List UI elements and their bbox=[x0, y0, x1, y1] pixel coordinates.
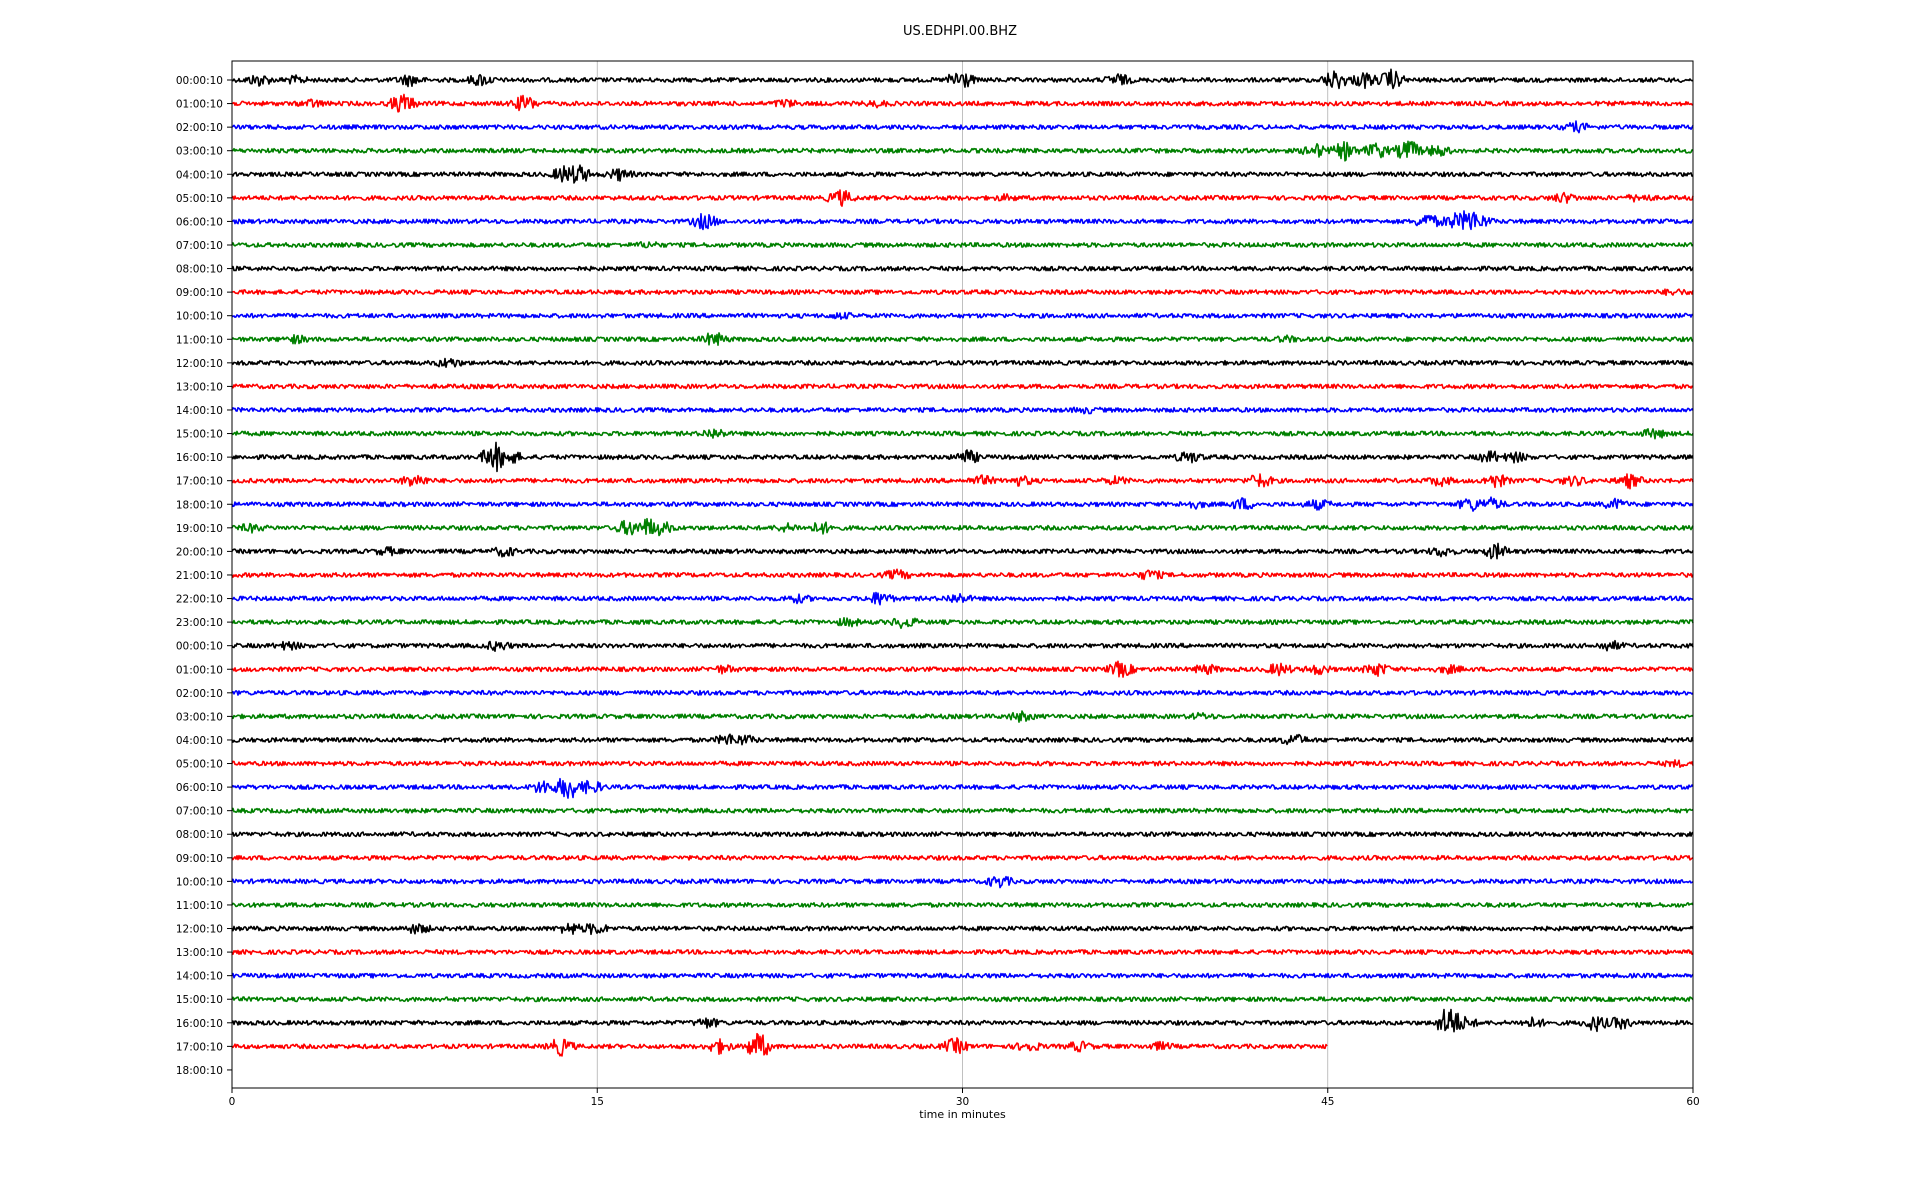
y-tick-label-13: 13:00:10 bbox=[176, 381, 223, 393]
y-tick-label-35: 11:00:10 bbox=[176, 900, 223, 912]
trace-row-29 bbox=[231, 759, 1694, 768]
trace-row-41 bbox=[231, 1032, 1328, 1057]
y-tick-label-32: 08:00:10 bbox=[176, 829, 223, 841]
chart-title: US.EDHPI.00.BHZ bbox=[903, 24, 1017, 39]
y-tick-label-20: 20:00:10 bbox=[176, 546, 223, 558]
trace-row-21 bbox=[231, 568, 1694, 581]
y-tick-label-17: 17:00:10 bbox=[176, 476, 223, 488]
trace-row-32 bbox=[231, 831, 1694, 838]
trace-row-35 bbox=[231, 902, 1694, 908]
trace-row-31 bbox=[231, 807, 1694, 814]
trace-row-26 bbox=[231, 689, 1694, 696]
trace-row-15 bbox=[231, 428, 1694, 440]
y-tick-label-11: 11:00:10 bbox=[176, 334, 223, 346]
y-tick-labels: 00:00:10 01:00:10 02:00:10 03:00:10 04:00:10… bbox=[176, 75, 232, 1077]
trace-row-4 bbox=[231, 164, 1693, 184]
y-tick-label-16: 16:00:10 bbox=[176, 452, 223, 464]
y-tick-label-41: 17:00:10 bbox=[176, 1041, 223, 1053]
y-tick-label-42: 18:00:10 bbox=[176, 1065, 223, 1077]
y-tick-label-21: 21:00:10 bbox=[176, 570, 223, 582]
y-tick-label-15: 15:00:10 bbox=[176, 429, 223, 441]
y-tick-label-2: 02:00:10 bbox=[176, 122, 223, 134]
y-tick-label-39: 15:00:10 bbox=[176, 994, 223, 1006]
trace-row-3 bbox=[231, 140, 1694, 162]
y-tick-label-3: 03:00:10 bbox=[176, 146, 223, 158]
y-tick-label-40: 16:00:10 bbox=[176, 1018, 223, 1030]
trace-row-12 bbox=[231, 357, 1694, 368]
trace-row-33 bbox=[231, 854, 1694, 861]
y-tick-label-1: 01:00:10 bbox=[176, 99, 223, 111]
y-tick-label-36: 12:00:10 bbox=[176, 924, 223, 936]
trace-row-38 bbox=[231, 972, 1694, 979]
trace-row-25 bbox=[231, 660, 1694, 678]
trace-row-6 bbox=[231, 210, 1694, 231]
trace-row-2 bbox=[231, 120, 1694, 134]
trace-row-18 bbox=[231, 496, 1694, 512]
trace-row-17 bbox=[231, 473, 1694, 490]
y-tick-label-18: 18:00:10 bbox=[176, 499, 223, 511]
trace-row-5 bbox=[231, 189, 1694, 207]
y-tick-label-6: 06:00:10 bbox=[176, 216, 223, 228]
y-tick-label-26: 02:00:10 bbox=[176, 688, 223, 700]
trace-row-19 bbox=[231, 517, 1694, 537]
x-tick-label-1: 15 bbox=[591, 1096, 604, 1108]
y-tick-label-12: 12:00:10 bbox=[176, 358, 223, 370]
y-tick-label-23: 23:00:10 bbox=[176, 617, 223, 629]
trace-row-22 bbox=[231, 591, 1694, 606]
x-tick-label-2: 30 bbox=[956, 1096, 969, 1108]
y-tick-label-0: 00:00:10 bbox=[176, 75, 223, 87]
y-tick-label-34: 10:00:10 bbox=[176, 876, 223, 888]
y-tick-label-22: 22:00:10 bbox=[176, 594, 223, 606]
trace-row-24 bbox=[231, 639, 1694, 652]
y-tick-label-30: 06:00:10 bbox=[176, 782, 223, 794]
y-tick-label-7: 07:00:10 bbox=[176, 240, 223, 252]
trace-row-1 bbox=[231, 93, 1694, 113]
trace-row-8 bbox=[231, 265, 1694, 272]
x-axis-ticks: 0 15 30 45 60 bbox=[229, 1088, 1700, 1108]
y-tick-label-25: 01:00:10 bbox=[176, 664, 223, 676]
trace-row-37 bbox=[231, 949, 1694, 956]
y-tick-label-8: 08:00:10 bbox=[176, 264, 223, 276]
trace-row-7 bbox=[231, 241, 1694, 249]
y-tick-label-31: 07:00:10 bbox=[176, 806, 223, 818]
y-tick-label-37: 13:00:10 bbox=[176, 947, 223, 959]
x-tick-label-3: 45 bbox=[1321, 1096, 1334, 1108]
trace-row-28 bbox=[231, 733, 1694, 746]
y-tick-label-14: 14:00:10 bbox=[176, 405, 223, 417]
trace-row-16 bbox=[231, 441, 1694, 473]
trace-row-14 bbox=[231, 406, 1694, 415]
trace-row-13 bbox=[231, 383, 1694, 390]
y-tick-label-4: 04:00:10 bbox=[176, 169, 223, 181]
y-tick-label-38: 14:00:10 bbox=[176, 971, 223, 983]
y-tick-label-9: 09:00:10 bbox=[176, 287, 223, 299]
y-tick-label-28: 04:00:10 bbox=[176, 735, 223, 747]
trace-row-40 bbox=[231, 1008, 1694, 1033]
trace-series bbox=[231, 68, 1694, 1057]
trace-row-10 bbox=[231, 311, 1694, 320]
y-tick-label-24: 00:00:10 bbox=[176, 641, 223, 653]
x-tick-label-0: 0 bbox=[229, 1096, 236, 1108]
y-tick-label-29: 05:00:10 bbox=[176, 759, 223, 771]
trace-row-39 bbox=[231, 996, 1694, 1003]
y-tick-label-10: 10:00:10 bbox=[176, 311, 223, 323]
y-tick-label-27: 03:00:10 bbox=[176, 711, 223, 723]
y-tick-label-19: 19:00:10 bbox=[176, 523, 223, 535]
y-tick-label-5: 05:00:10 bbox=[176, 193, 223, 205]
trace-row-34 bbox=[231, 875, 1694, 889]
trace-row-11 bbox=[231, 332, 1694, 346]
trace-row-9 bbox=[231, 288, 1694, 296]
trace-row-23 bbox=[231, 617, 1694, 630]
trace-row-36 bbox=[231, 922, 1694, 936]
trace-row-30 bbox=[231, 777, 1694, 799]
x-tick-label-4: 60 bbox=[1686, 1096, 1699, 1108]
trace-row-0 bbox=[231, 68, 1694, 90]
y-tick-label-33: 09:00:10 bbox=[176, 853, 223, 865]
trace-row-27 bbox=[231, 710, 1694, 723]
trace-row-20 bbox=[231, 542, 1694, 560]
x-axis-label: time in minutes bbox=[919, 1108, 1006, 1121]
